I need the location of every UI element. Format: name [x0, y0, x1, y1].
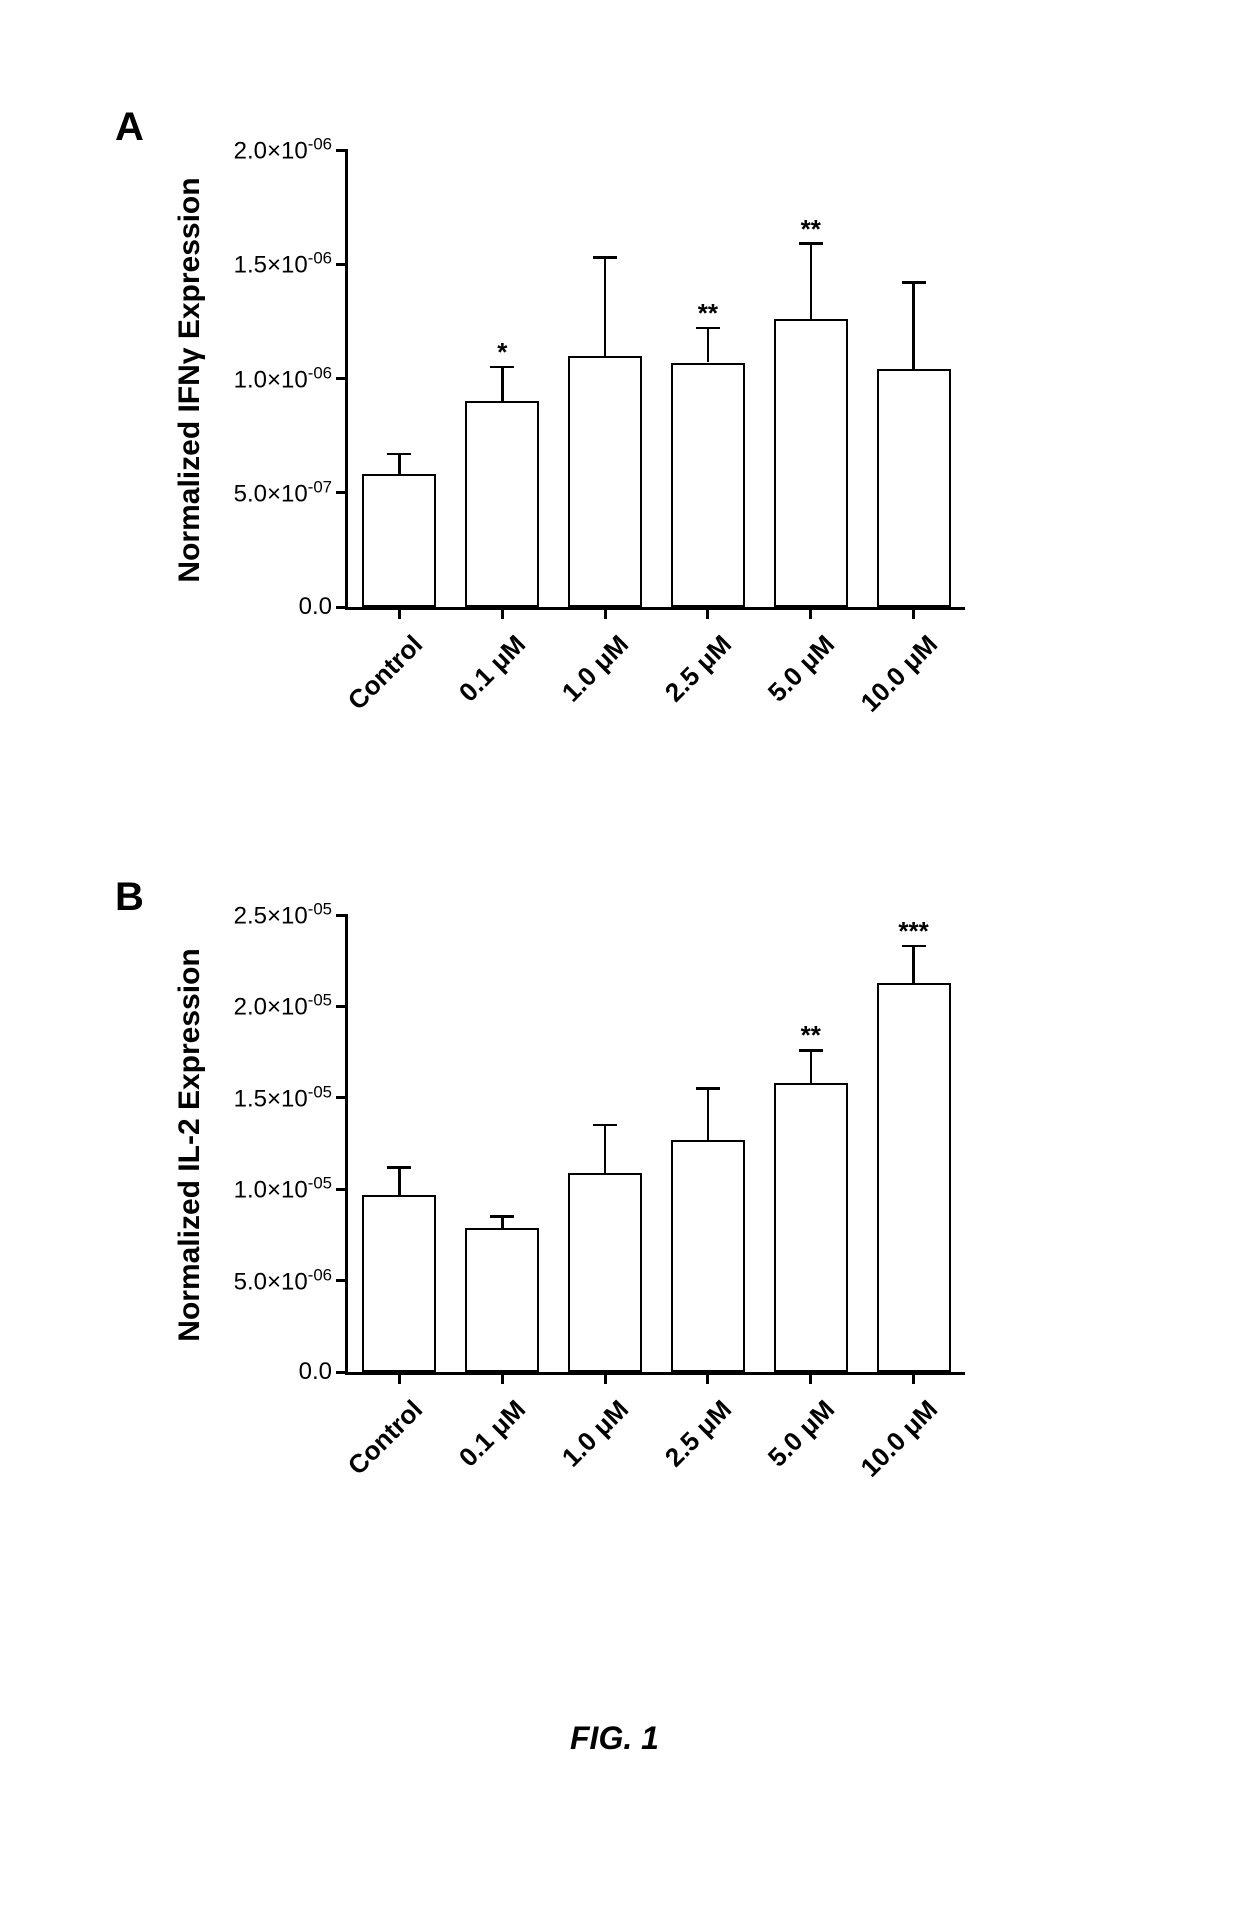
chart-b-xcategory-label: 10.0 μM — [854, 1394, 943, 1483]
chart-a-bar — [877, 369, 951, 607]
panel-label-b: B — [115, 875, 144, 920]
chart-a-bar — [568, 356, 642, 607]
chart-b-ytick-label: 1.0×10-05 — [234, 1174, 332, 1205]
chart-a-xtick — [604, 607, 607, 619]
chart-b-xcategory-label: Control — [342, 1394, 429, 1481]
chart-a-ytick — [336, 606, 348, 609]
chart-a-ytick-label: 1.5×10-06 — [234, 249, 332, 280]
chart-a-xcategory-label: 2.5 μM — [659, 629, 738, 708]
chart-b-ytick — [336, 1279, 348, 1282]
chart-a-ytick-label: 1.0×10-06 — [234, 363, 332, 394]
chart-b-xtick — [912, 1372, 915, 1384]
chart-b-bar — [465, 1228, 539, 1372]
chart-b-ytick-label: 2.5×10-05 — [234, 900, 332, 931]
chart-b-ytick-label: 1.5×10-05 — [234, 1082, 332, 1113]
chart-a-xcategory-label: 0.1 μM — [453, 629, 532, 708]
chart-b-xtick — [809, 1372, 812, 1384]
chart-a-ylabel: Normalized IFNγ Expression — [173, 177, 207, 582]
chart-a-ytick-label: 5.0×10-07 — [234, 477, 332, 508]
chart-a-significance-marker: * — [497, 337, 507, 368]
chart-a-plot-area: 0.05.0×10-071.0×10-061.5×10-062.0×10-06C… — [345, 150, 965, 610]
chart-a-xcategory-label: 1.0 μM — [556, 629, 635, 708]
chart-b-ytick — [336, 1371, 348, 1374]
chart-b-xtick — [398, 1372, 401, 1384]
chart-b-xcategory-label: 2.5 μM — [659, 1394, 738, 1473]
chart-a-ytick — [336, 149, 348, 152]
chart-b-errorbar — [707, 1089, 710, 1140]
chart-a-significance-marker: ** — [801, 214, 821, 245]
chart-b-errorbar-cap — [387, 1166, 411, 1169]
chart-b-significance-marker: ** — [801, 1020, 821, 1051]
chart-a-errorbar — [398, 454, 401, 475]
chart-b: Normalized IL-2 Expression 0.05.0×10-061… — [345, 915, 965, 1415]
chart-a-xcategory-label: 5.0 μM — [762, 629, 841, 708]
chart-a-ytick-label: 0.0 — [299, 593, 332, 621]
chart-a-bar — [671, 363, 745, 607]
chart-b-ytick — [336, 1188, 348, 1191]
chart-b-xcategory-label: 1.0 μM — [556, 1394, 635, 1473]
chart-b-errorbar — [501, 1217, 504, 1228]
chart-a-xtick — [501, 607, 504, 619]
chart-b-bar — [671, 1140, 745, 1372]
chart-a-xtick — [912, 607, 915, 619]
chart-b-bar — [362, 1195, 436, 1372]
chart-b-xtick — [501, 1372, 504, 1384]
chart-a-xtick — [809, 607, 812, 619]
chart-a-ytick-label: 2.0×10-06 — [234, 135, 332, 166]
chart-b-xtick — [706, 1372, 709, 1384]
chart-a-errorbar — [501, 367, 504, 401]
figure-caption: FIG. 1 — [570, 1720, 659, 1757]
chart-b-ytick — [336, 1096, 348, 1099]
chart-a-errorbar-cap — [593, 256, 617, 259]
chart-a: Normalized IFNγ Expression 0.05.0×10-071… — [345, 150, 965, 650]
chart-a-xtick — [398, 607, 401, 619]
chart-b-ytick — [336, 914, 348, 917]
chart-b-errorbar — [398, 1167, 401, 1194]
chart-b-xtick — [604, 1372, 607, 1384]
chart-a-xtick — [706, 607, 709, 619]
chart-b-ytick-label: 2.0×10-05 — [234, 991, 332, 1022]
chart-a-errorbar-cap — [902, 281, 926, 284]
chart-a-ytick — [336, 377, 348, 380]
chart-b-errorbar-cap — [490, 1215, 514, 1218]
chart-a-errorbar-cap — [387, 453, 411, 456]
chart-b-errorbar — [604, 1125, 607, 1173]
chart-a-errorbar — [707, 328, 710, 362]
chart-a-ytick — [336, 263, 348, 266]
chart-a-errorbar — [604, 257, 607, 355]
chart-a-xcategory-label: 10.0 μM — [854, 629, 943, 718]
chart-b-errorbar-cap — [696, 1087, 720, 1090]
chart-b-ylabel: Normalized IL-2 Expression — [173, 948, 207, 1341]
chart-b-errorbar — [810, 1050, 813, 1083]
chart-b-significance-marker: *** — [898, 916, 928, 947]
chart-b-ytick — [336, 1005, 348, 1008]
chart-a-xcategory-label: Control — [342, 629, 429, 716]
chart-b-bar — [774, 1083, 848, 1372]
chart-b-xcategory-label: 0.1 μM — [453, 1394, 532, 1473]
chart-a-significance-marker: ** — [698, 298, 718, 329]
chart-a-bar — [362, 474, 436, 607]
panel-label-a: A — [115, 105, 144, 150]
chart-b-errorbar — [912, 946, 915, 983]
chart-b-bar — [877, 983, 951, 1372]
chart-b-errorbar-cap — [593, 1124, 617, 1127]
chart-a-bar — [465, 401, 539, 607]
chart-a-ytick — [336, 491, 348, 494]
page: A Normalized IFNγ Expression 0.05.0×10-0… — [0, 0, 1240, 1906]
chart-b-xcategory-label: 5.0 μM — [762, 1394, 841, 1473]
chart-a-bar — [774, 319, 848, 607]
chart-b-bar — [568, 1173, 642, 1372]
chart-b-ytick-label: 5.0×10-06 — [234, 1265, 332, 1296]
chart-b-ytick-label: 0.0 — [299, 1358, 332, 1386]
chart-b-plot-area: 0.05.0×10-061.0×10-051.5×10-052.0×10-052… — [345, 915, 965, 1375]
chart-a-errorbar — [912, 283, 915, 370]
chart-a-errorbar — [810, 244, 813, 319]
